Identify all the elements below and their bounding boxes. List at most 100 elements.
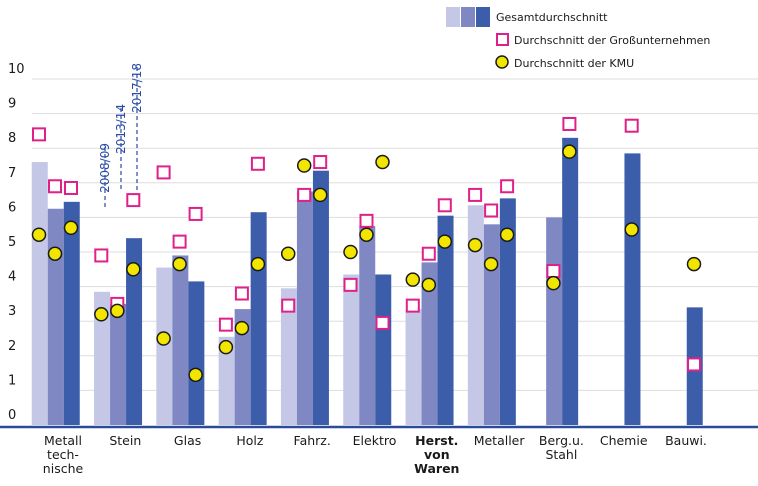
- large-company-marker: [562, 116, 577, 131]
- large-company-marker: [359, 213, 374, 228]
- bar: [94, 291, 111, 425]
- bar: [562, 137, 579, 425]
- legend-label: Durchschnitt der KMU: [514, 57, 634, 70]
- bar: [172, 255, 189, 425]
- category-label: Holz: [236, 433, 264, 448]
- y-tick-label: 4: [8, 270, 16, 285]
- large-company-marker: [624, 118, 639, 133]
- kmu-marker: [63, 220, 79, 236]
- legend-square-marker: [496, 33, 509, 46]
- legend-bar-swatch: [476, 7, 490, 27]
- bar: [31, 162, 48, 426]
- category-label: Metaller: [474, 433, 526, 448]
- category-label: Stahl: [545, 447, 577, 462]
- large-company-marker: [421, 246, 436, 261]
- large-company-marker: [687, 357, 701, 372]
- kmu-marker: [343, 244, 358, 260]
- large-company-marker: [437, 198, 452, 213]
- y-tick-label: 8: [8, 131, 16, 146]
- kmu-marker: [405, 272, 421, 287]
- legend-label: Durchschnitt der Großunternehmen: [514, 34, 710, 47]
- bar: [343, 274, 360, 425]
- bar: [421, 262, 438, 425]
- bar: [312, 170, 329, 425]
- bar: [126, 238, 143, 425]
- y-tick-label: 2: [8, 339, 16, 354]
- legend-bar-swatch: [461, 7, 475, 27]
- category-label: tech-: [47, 447, 79, 462]
- kmu-marker: [250, 256, 266, 272]
- kmu-marker: [375, 154, 390, 170]
- bar: [280, 288, 297, 425]
- category-label: Elektro: [353, 433, 397, 448]
- large-company-marker: [281, 298, 296, 313]
- large-company-marker: [250, 156, 265, 171]
- bar: [110, 303, 127, 425]
- y-tick-label: 9: [8, 97, 16, 112]
- category-label: Glas: [174, 433, 201, 448]
- category-label: Stein: [109, 433, 141, 448]
- kmu-marker: [421, 277, 437, 293]
- large-company-marker: [188, 206, 203, 221]
- large-company-marker: [156, 165, 171, 180]
- kmu-marker: [172, 256, 187, 272]
- category-label: nische: [43, 461, 84, 476]
- large-company-marker: [234, 286, 249, 301]
- bar: [375, 274, 392, 425]
- large-company-marker: [94, 248, 109, 263]
- category-label: Metall: [44, 433, 82, 448]
- kmu-marker: [483, 256, 499, 272]
- bar: [483, 224, 500, 425]
- large-company-marker: [172, 234, 187, 249]
- gridlines: [32, 78, 758, 391]
- y-tick-label: 1: [8, 373, 16, 388]
- bar: [624, 153, 641, 425]
- large-company-marker: [218, 317, 233, 332]
- category-label: Waren: [414, 461, 459, 476]
- y-tick-label: 6: [8, 200, 16, 215]
- bar: [499, 198, 516, 425]
- kmu-marker: [624, 222, 639, 237]
- kmu-marker: [296, 158, 312, 173]
- bars: [31, 137, 703, 426]
- legend-circle-marker: [495, 55, 509, 69]
- bar: [296, 191, 313, 425]
- large-company-marker: [64, 180, 78, 195]
- kmu-marker: [546, 275, 561, 291]
- kmu-marker: [280, 246, 296, 261]
- large-company-marker: [500, 179, 515, 194]
- y-tick-label: 5: [8, 235, 16, 250]
- bar: [188, 281, 205, 425]
- large-company-marker: [126, 193, 141, 208]
- large-company-marker: [468, 187, 483, 202]
- category-label: Bauwi.: [665, 433, 707, 448]
- y-tick-label: 3: [8, 304, 16, 319]
- kmu-marker: [47, 246, 63, 261]
- kmu-marker: [499, 227, 515, 242]
- large-company-marker: [375, 315, 390, 330]
- bar: [437, 215, 454, 425]
- kmu-marker: [94, 307, 109, 322]
- kmu-marker: [437, 234, 453, 249]
- large-company-marker: [343, 277, 358, 292]
- y-tick-label: 10: [8, 62, 25, 77]
- year-label: 2017/18: [130, 63, 144, 113]
- kmu-marker: [110, 303, 125, 319]
- large-company-marker: [484, 203, 499, 218]
- bar: [359, 226, 376, 425]
- bar: [467, 205, 484, 425]
- large-company-marker: [48, 179, 62, 194]
- large-company-marker: [313, 155, 328, 170]
- year-label: 2013/14: [114, 104, 128, 154]
- category-label: Chemie: [600, 433, 648, 448]
- kmu-marker: [467, 237, 483, 253]
- category-label: Fahrz.: [294, 433, 331, 448]
- legend: Gesamtdurchschnitt Durchschnitt der Großu…: [446, 7, 710, 70]
- year-label: 2008/09: [98, 143, 112, 193]
- kmu-marker: [359, 227, 374, 242]
- bar: [234, 309, 251, 425]
- kmu-marker: [686, 256, 702, 272]
